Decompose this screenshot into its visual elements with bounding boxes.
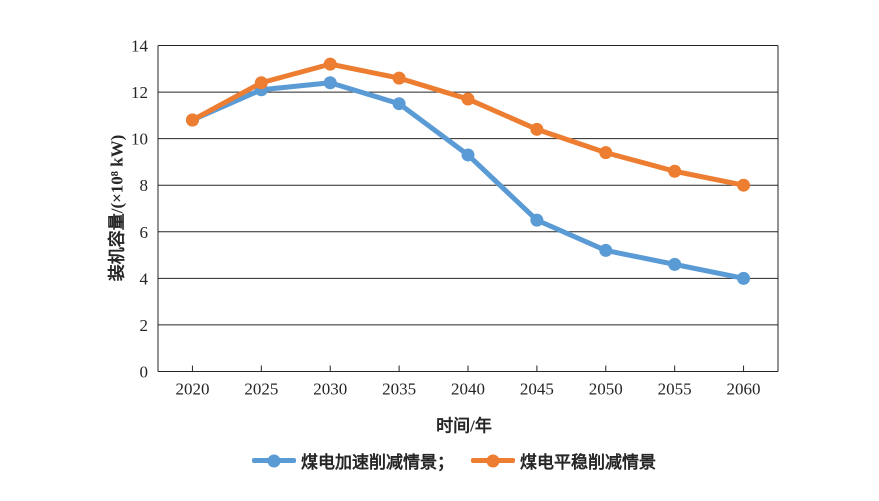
x-tick-label-2040: 2040 xyxy=(451,380,485,399)
y-tick-label-0: 0 xyxy=(140,363,149,382)
steady-reduction-series-point-2040 xyxy=(461,92,475,106)
accelerated-reduction-series-point-2055 xyxy=(668,257,682,271)
accelerated-reduction-series-point-2060 xyxy=(737,271,751,285)
x-tick-label-2025: 2025 xyxy=(244,380,278,399)
steady-reduction-legend-marker xyxy=(471,454,515,467)
accelerated-reduction-legend-marker xyxy=(252,454,296,467)
y-tick-label-10: 10 xyxy=(131,130,148,149)
accelerated-reduction-legend-label: 煤电加速削减情景； xyxy=(301,453,454,472)
steady-reduction-series-point-2025 xyxy=(254,76,268,90)
accelerated-reduction-legend-dot xyxy=(267,454,281,467)
y-tick-label-4: 4 xyxy=(140,269,149,288)
accelerated-reduction-series-line xyxy=(189,80,747,281)
steady-reduction-legend-label: 煤电平稳削减情景 xyxy=(520,453,656,472)
steady-reduction-series-point-2060 xyxy=(737,178,751,192)
legend-item-steady-reduction: 煤电平稳削减情景 xyxy=(471,448,656,473)
accelerated-reduction-series-point-2050 xyxy=(599,243,613,257)
x-tick-label-2020: 2020 xyxy=(175,380,209,399)
y-tick-label-12: 12 xyxy=(131,83,148,102)
accelerated-reduction-series-point-2035 xyxy=(392,97,406,111)
legend-item-accelerated-reduction: 煤电加速削减情景； xyxy=(252,448,454,473)
x-axis-title: 时间/年 xyxy=(436,416,492,436)
x-tick-label-2050: 2050 xyxy=(589,380,623,399)
steady-reduction-series-point-2055 xyxy=(668,164,682,178)
x-tick-label-2060: 2060 xyxy=(727,380,761,399)
y-tick-label-8: 8 xyxy=(140,176,149,195)
x-tick-label-2030: 2030 xyxy=(313,380,347,399)
steady-reduction-series-line xyxy=(189,61,747,188)
steady-reduction-series-point-2020 xyxy=(185,113,199,127)
steady-reduction-series-point-2030 xyxy=(323,57,337,71)
steady-reduction-series-point-2050 xyxy=(599,146,613,160)
y-tick-label-2: 2 xyxy=(140,316,149,335)
accelerated-reduction-series-point-2030 xyxy=(323,76,337,90)
legend: 煤电加速削减情景； 煤电平稳削减情景 xyxy=(252,448,656,473)
accelerated-reduction-series-point-2045 xyxy=(530,213,544,227)
steady-reduction-legend-dot xyxy=(486,454,500,467)
y-tick-label-6: 6 xyxy=(140,223,149,242)
steady-reduction-series-point-2035 xyxy=(392,71,406,85)
y-tick-label-14: 14 xyxy=(131,37,149,56)
x-tick-label-2035: 2035 xyxy=(382,380,416,399)
accelerated-reduction-series-point-2040 xyxy=(461,148,475,162)
steady-reduction-series-point-2045 xyxy=(530,122,544,136)
x-tick-label-2045: 2045 xyxy=(520,380,554,399)
y-axis-title: 装机容量/(×10⁸ kW) xyxy=(107,134,127,282)
x-tick-label-2055: 2055 xyxy=(658,380,692,399)
